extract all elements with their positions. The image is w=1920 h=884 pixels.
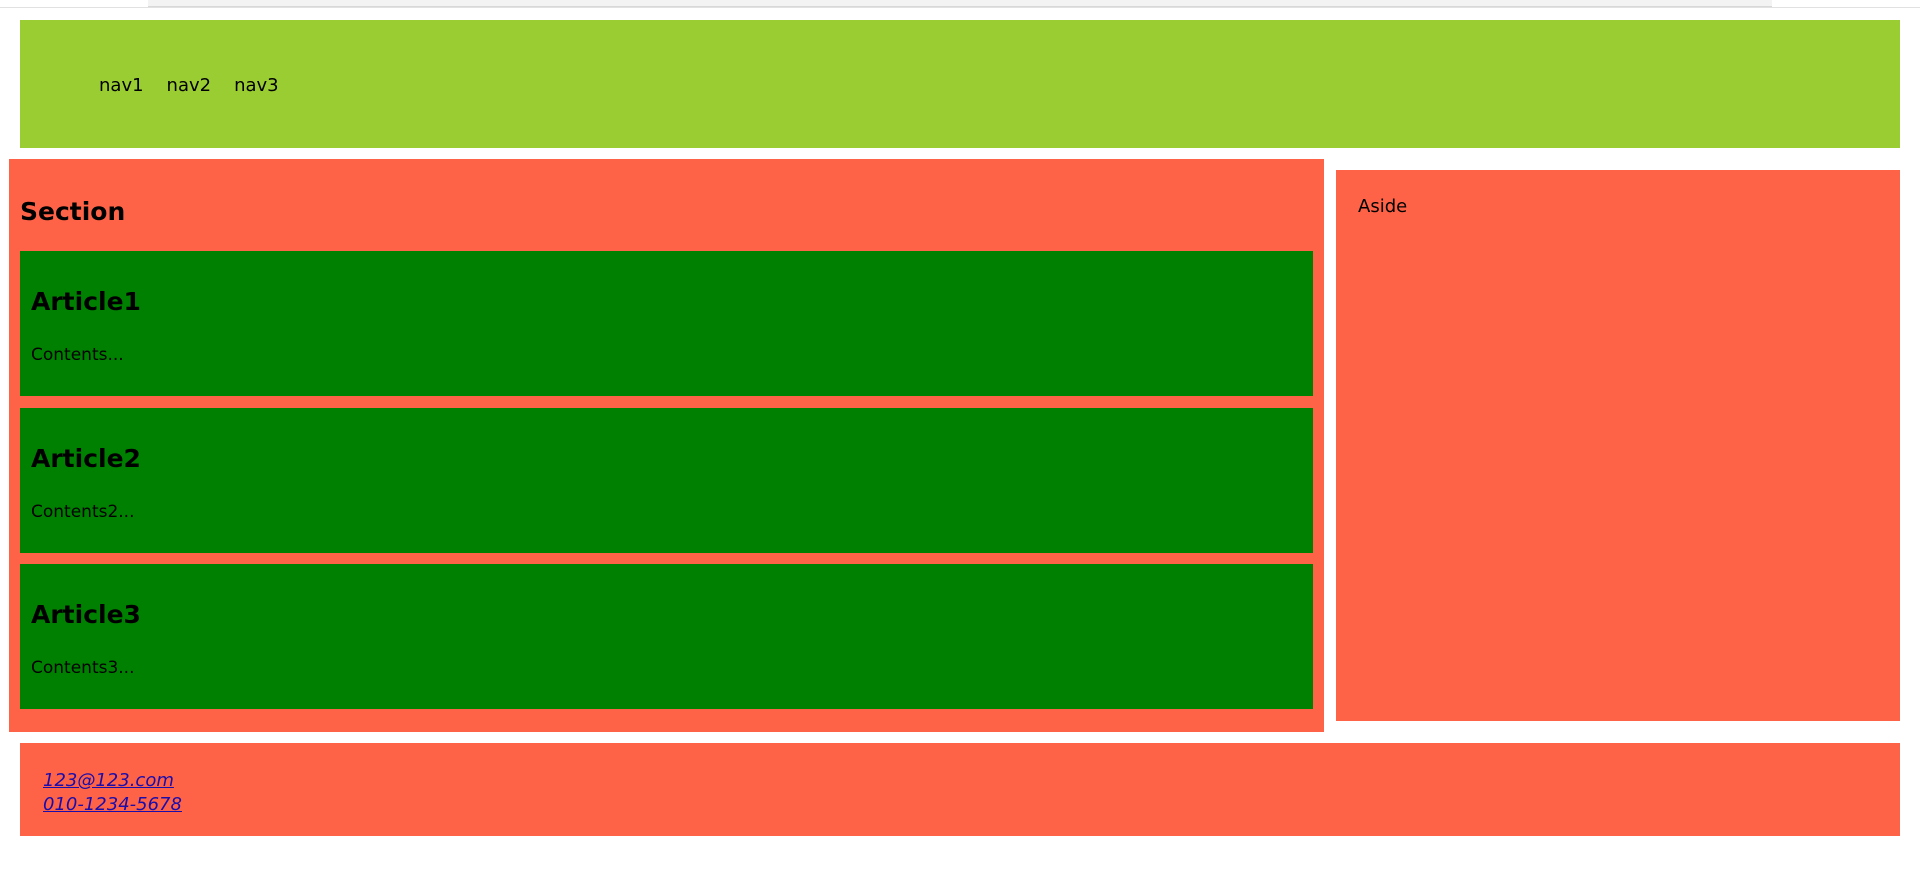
nav-item-3[interactable]: nav3 — [234, 75, 279, 96]
email-link[interactable]: 123@123.com — [43, 770, 174, 791]
article-title: Article1 — [31, 287, 141, 316]
contact-address: 123@123.com 010-1234-5678 — [43, 769, 182, 817]
nav-item-1[interactable]: nav1 — [99, 75, 144, 96]
article-title: Article3 — [31, 600, 141, 629]
article-3: Article3 Contents3... — [20, 564, 1313, 709]
site-footer: 123@123.com 010-1234-5678 — [20, 743, 1900, 836]
browser-top-strip — [148, 0, 1772, 7]
article-2: Article2 Contents2... — [20, 408, 1313, 553]
section-title: Section — [20, 197, 126, 226]
article-content: Contents2... — [31, 502, 135, 522]
main-section: Section Article1 Contents... Article2 Co… — [9, 159, 1324, 732]
aside-panel: Aside — [1336, 170, 1900, 721]
aside-text: Aside — [1358, 196, 1408, 217]
site-header: nav1 nav2 nav3 — [20, 20, 1900, 148]
nav-item-2[interactable]: nav2 — [166, 75, 212, 96]
article-1: Article1 Contents... — [20, 251, 1313, 396]
article-content: Contents... — [31, 345, 124, 365]
article-title: Article2 — [31, 444, 141, 473]
top-divider — [0, 7, 1920, 8]
nav-list: nav1 nav2 nav3 — [99, 75, 302, 97]
article-content: Contents3... — [31, 658, 135, 678]
phone-link[interactable]: 010-1234-5678 — [43, 794, 182, 815]
